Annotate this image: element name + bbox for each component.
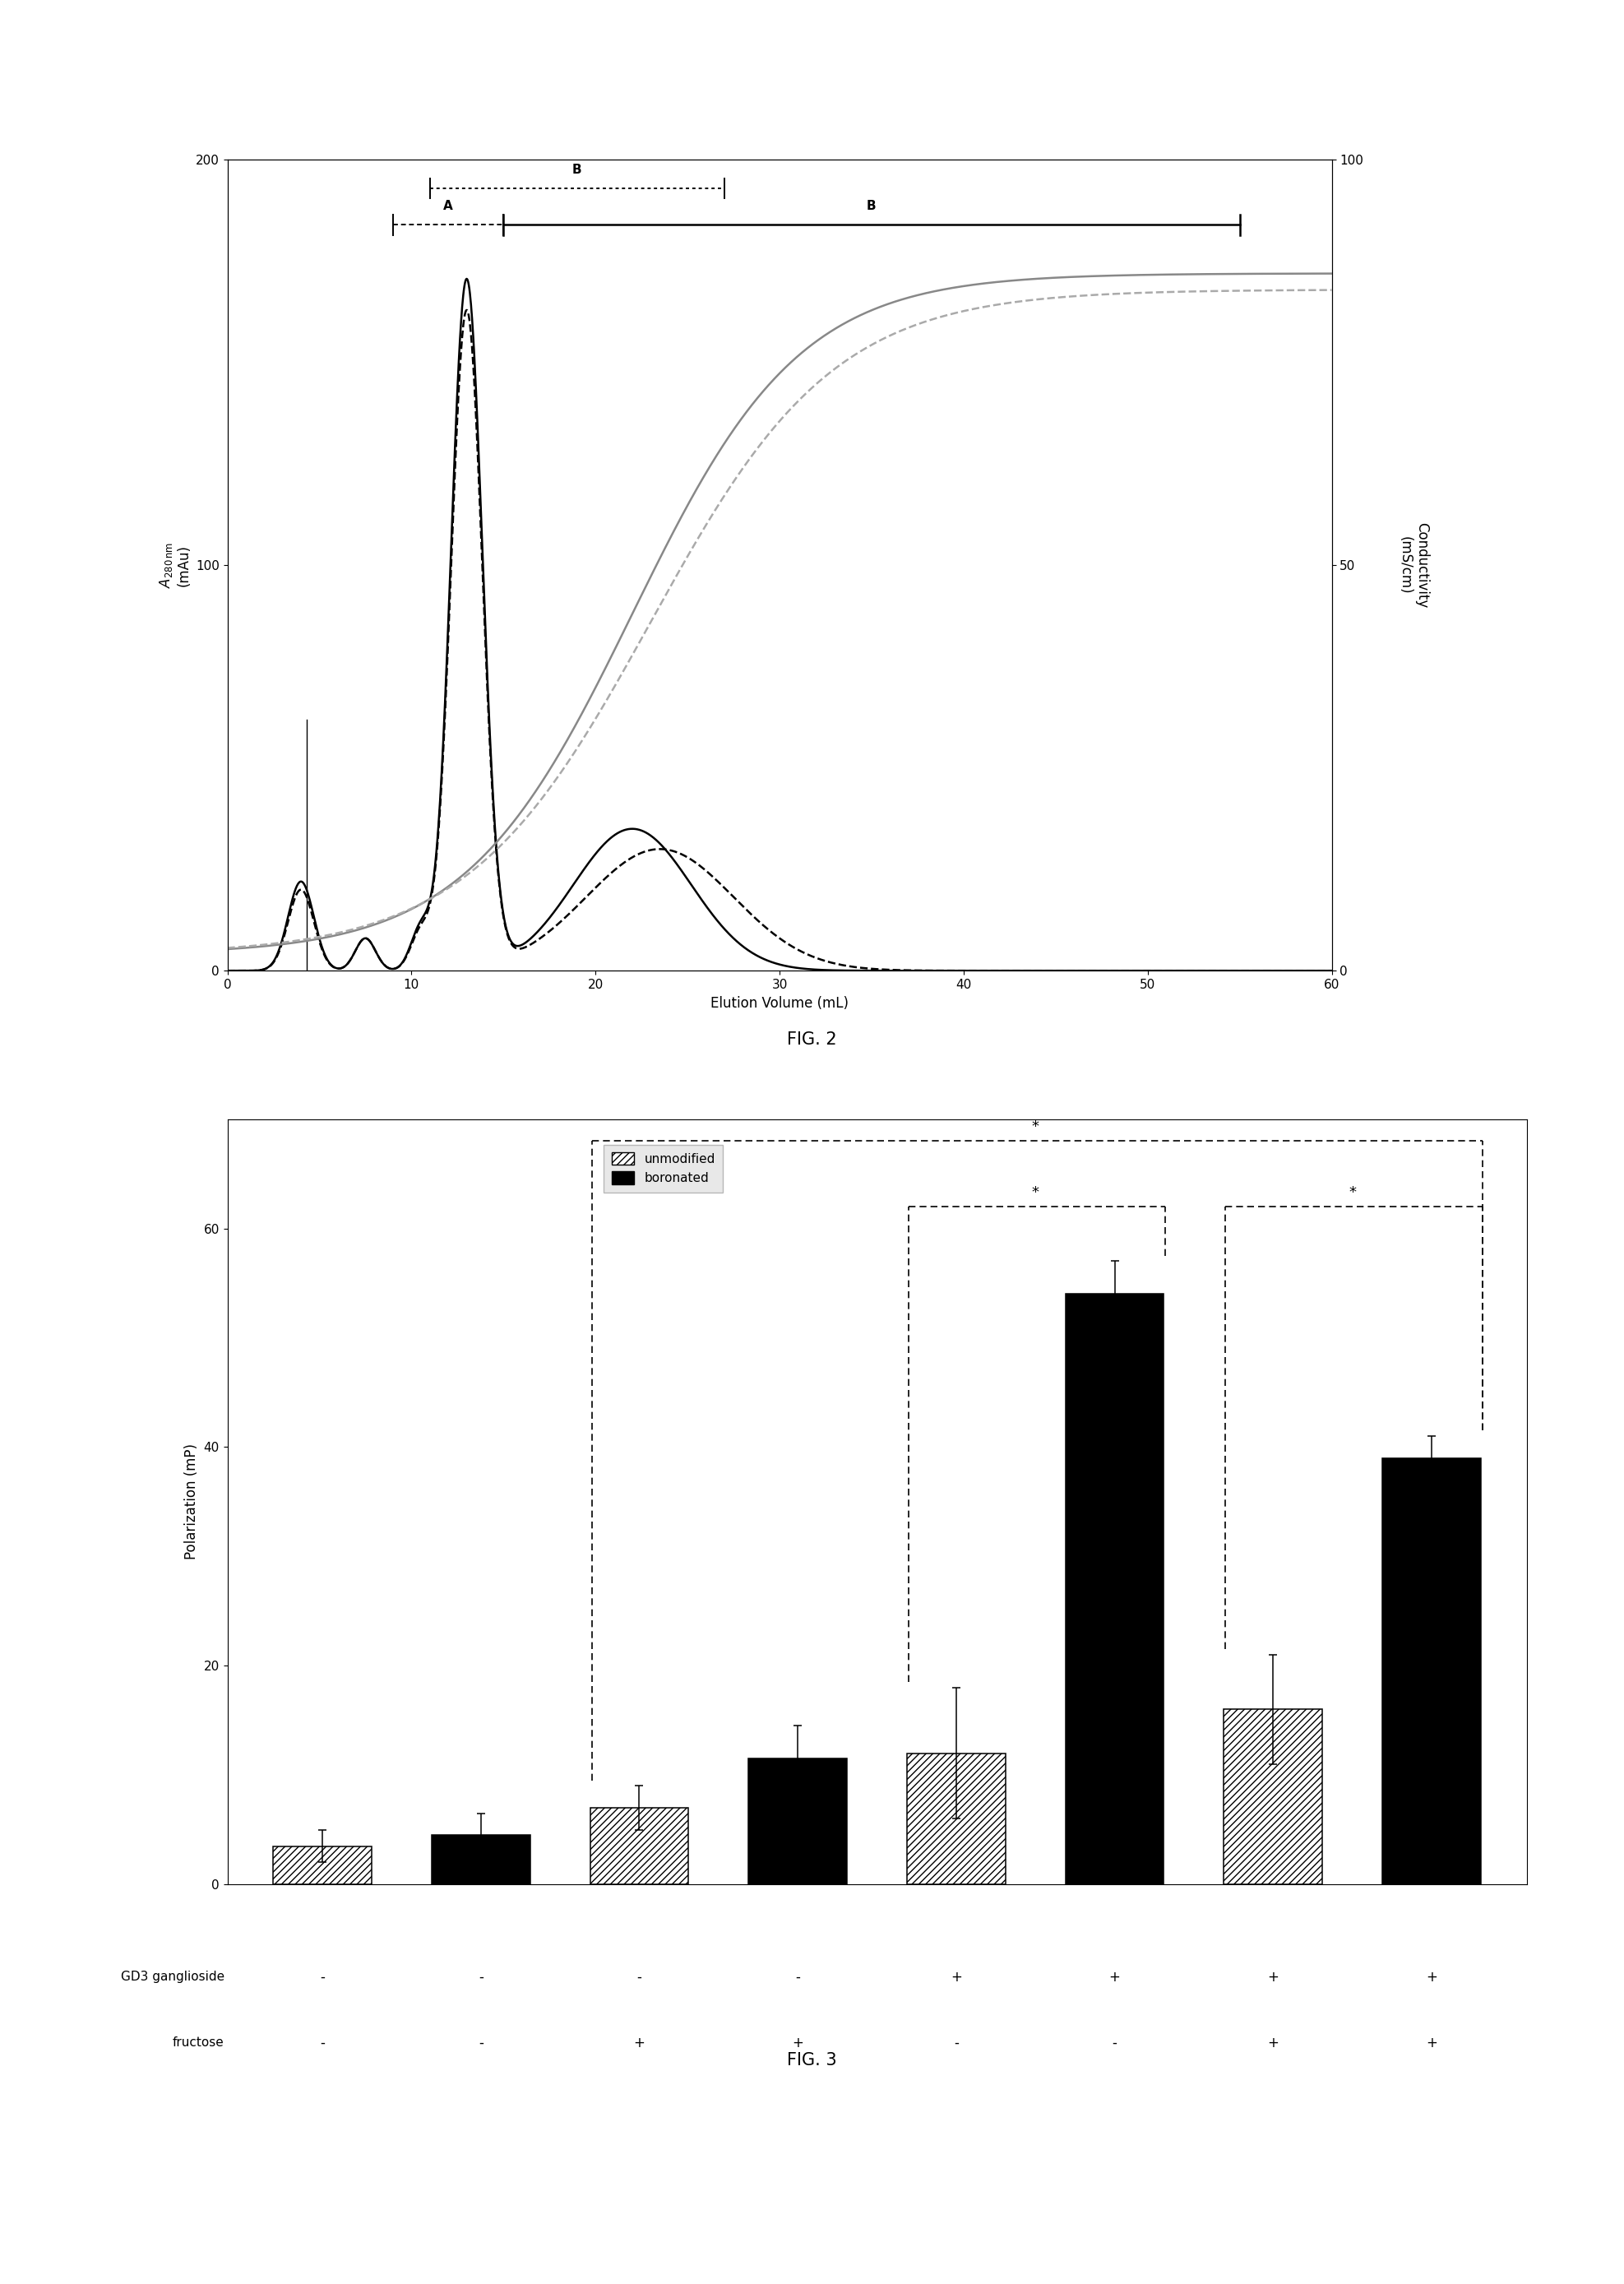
Bar: [273, 1845, 372, 1884]
Text: +: +: [1267, 2035, 1278, 2051]
Text: -: -: [320, 2035, 325, 2051]
Text: -: -: [320, 1969, 325, 1985]
Bar: [590, 1809, 689, 1884]
Text: -: -: [479, 2035, 484, 2051]
Y-axis label: Conductivity
(mS/cm): Conductivity (mS/cm): [1398, 523, 1429, 608]
Bar: [1224, 1708, 1322, 1884]
Text: -: -: [479, 1969, 484, 1985]
Text: *: *: [1348, 1185, 1356, 1199]
Text: *: *: [1031, 1119, 1039, 1135]
Legend: unmodified, boronated: unmodified, boronated: [604, 1144, 723, 1192]
Text: +: +: [633, 2035, 645, 2051]
Text: FIG. 3: FIG. 3: [788, 2051, 836, 2069]
Text: GD3 ganglioside: GD3 ganglioside: [120, 1971, 224, 1983]
Text: +: +: [1426, 1969, 1437, 1985]
Y-axis label: Polarization (mP): Polarization (mP): [184, 1443, 198, 1560]
Bar: [749, 1759, 846, 1884]
Text: -: -: [953, 2035, 958, 2051]
Text: FIG. 2: FIG. 2: [788, 1030, 836, 1048]
Bar: [1382, 1457, 1481, 1884]
Text: *: *: [1031, 1185, 1039, 1199]
Bar: [908, 1754, 1005, 1884]
Text: A: A: [443, 201, 453, 212]
Bar: [1065, 1295, 1164, 1884]
X-axis label: Elution Volume (mL): Elution Volume (mL): [710, 996, 849, 1010]
Y-axis label: $A_{280\,\mathrm{nm}}$
(mAu): $A_{280\,\mathrm{nm}}$ (mAu): [158, 541, 192, 589]
Text: +: +: [1267, 1969, 1278, 1985]
Text: B: B: [572, 164, 581, 176]
Text: +: +: [1426, 2035, 1437, 2051]
Text: fructose: fructose: [172, 2037, 224, 2049]
Text: +: +: [950, 1969, 961, 1985]
Text: B: B: [867, 201, 877, 212]
Text: -: -: [1112, 2035, 1117, 2051]
Bar: [432, 1834, 529, 1884]
Text: -: -: [637, 1969, 641, 1985]
Text: +: +: [1109, 1969, 1121, 1985]
Text: -: -: [796, 1969, 801, 1985]
Text: +: +: [793, 2035, 804, 2051]
